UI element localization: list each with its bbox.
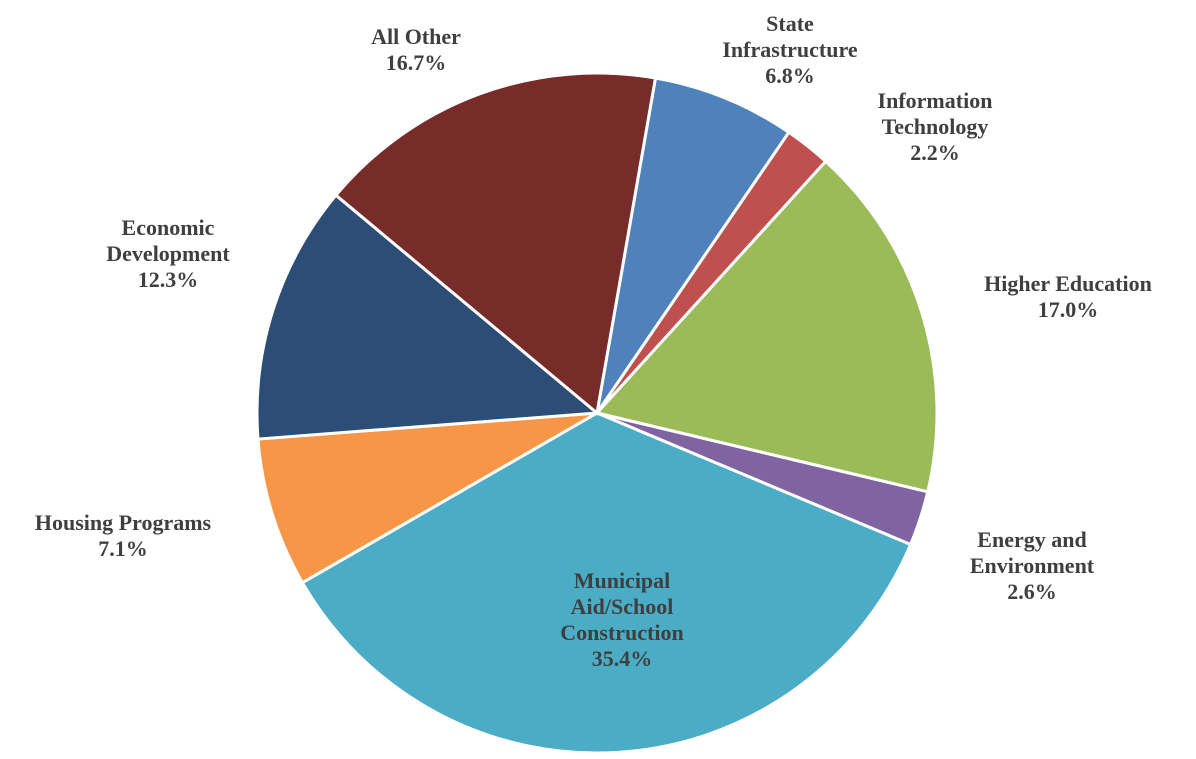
category-label: Economic Development — [106, 215, 230, 266]
slice — [255, 193, 601, 441]
category-label: Higher Education — [984, 271, 1152, 296]
slice-label: Higher Education 17.0% — [948, 271, 1188, 323]
slice — [595, 76, 791, 414]
category-label: Municipal Aid/School Construction — [560, 568, 684, 645]
category-label: Information Technology — [877, 88, 993, 139]
value-label: 2.6% — [1007, 579, 1057, 604]
slice-label: State Infrastructure 6.8% — [710, 11, 870, 89]
category-label: Housing Programs — [34, 510, 212, 535]
value-label: 12.3% — [137, 267, 199, 292]
category-label: Energy and Environment — [969, 527, 1095, 578]
slice — [333, 71, 658, 416]
slice-label: Municipal Aid/School Construction 35.4% — [542, 568, 702, 672]
slice — [256, 411, 598, 585]
slice-label: Economic Development 12.3% — [88, 215, 248, 293]
slice-label: All Other 16.7% — [336, 24, 496, 76]
value-label: 35.4% — [591, 646, 653, 671]
slice — [300, 411, 913, 755]
slice — [594, 159, 939, 494]
value-label: 6.8% — [765, 63, 815, 88]
slice-label: Housing Programs 7.1% — [3, 510, 243, 562]
value-label: 2.2% — [910, 140, 960, 165]
category-label: State Infrastructure — [722, 11, 858, 62]
value-label: 17.0% — [1037, 297, 1099, 322]
value-label: 16.7% — [385, 50, 447, 75]
value-label: 7.1% — [98, 536, 148, 561]
category-label: All Other — [371, 24, 461, 49]
slice-label: Information Technology 2.2% — [850, 88, 1020, 166]
slice-label: Energy and Environment 2.6% — [947, 527, 1117, 605]
